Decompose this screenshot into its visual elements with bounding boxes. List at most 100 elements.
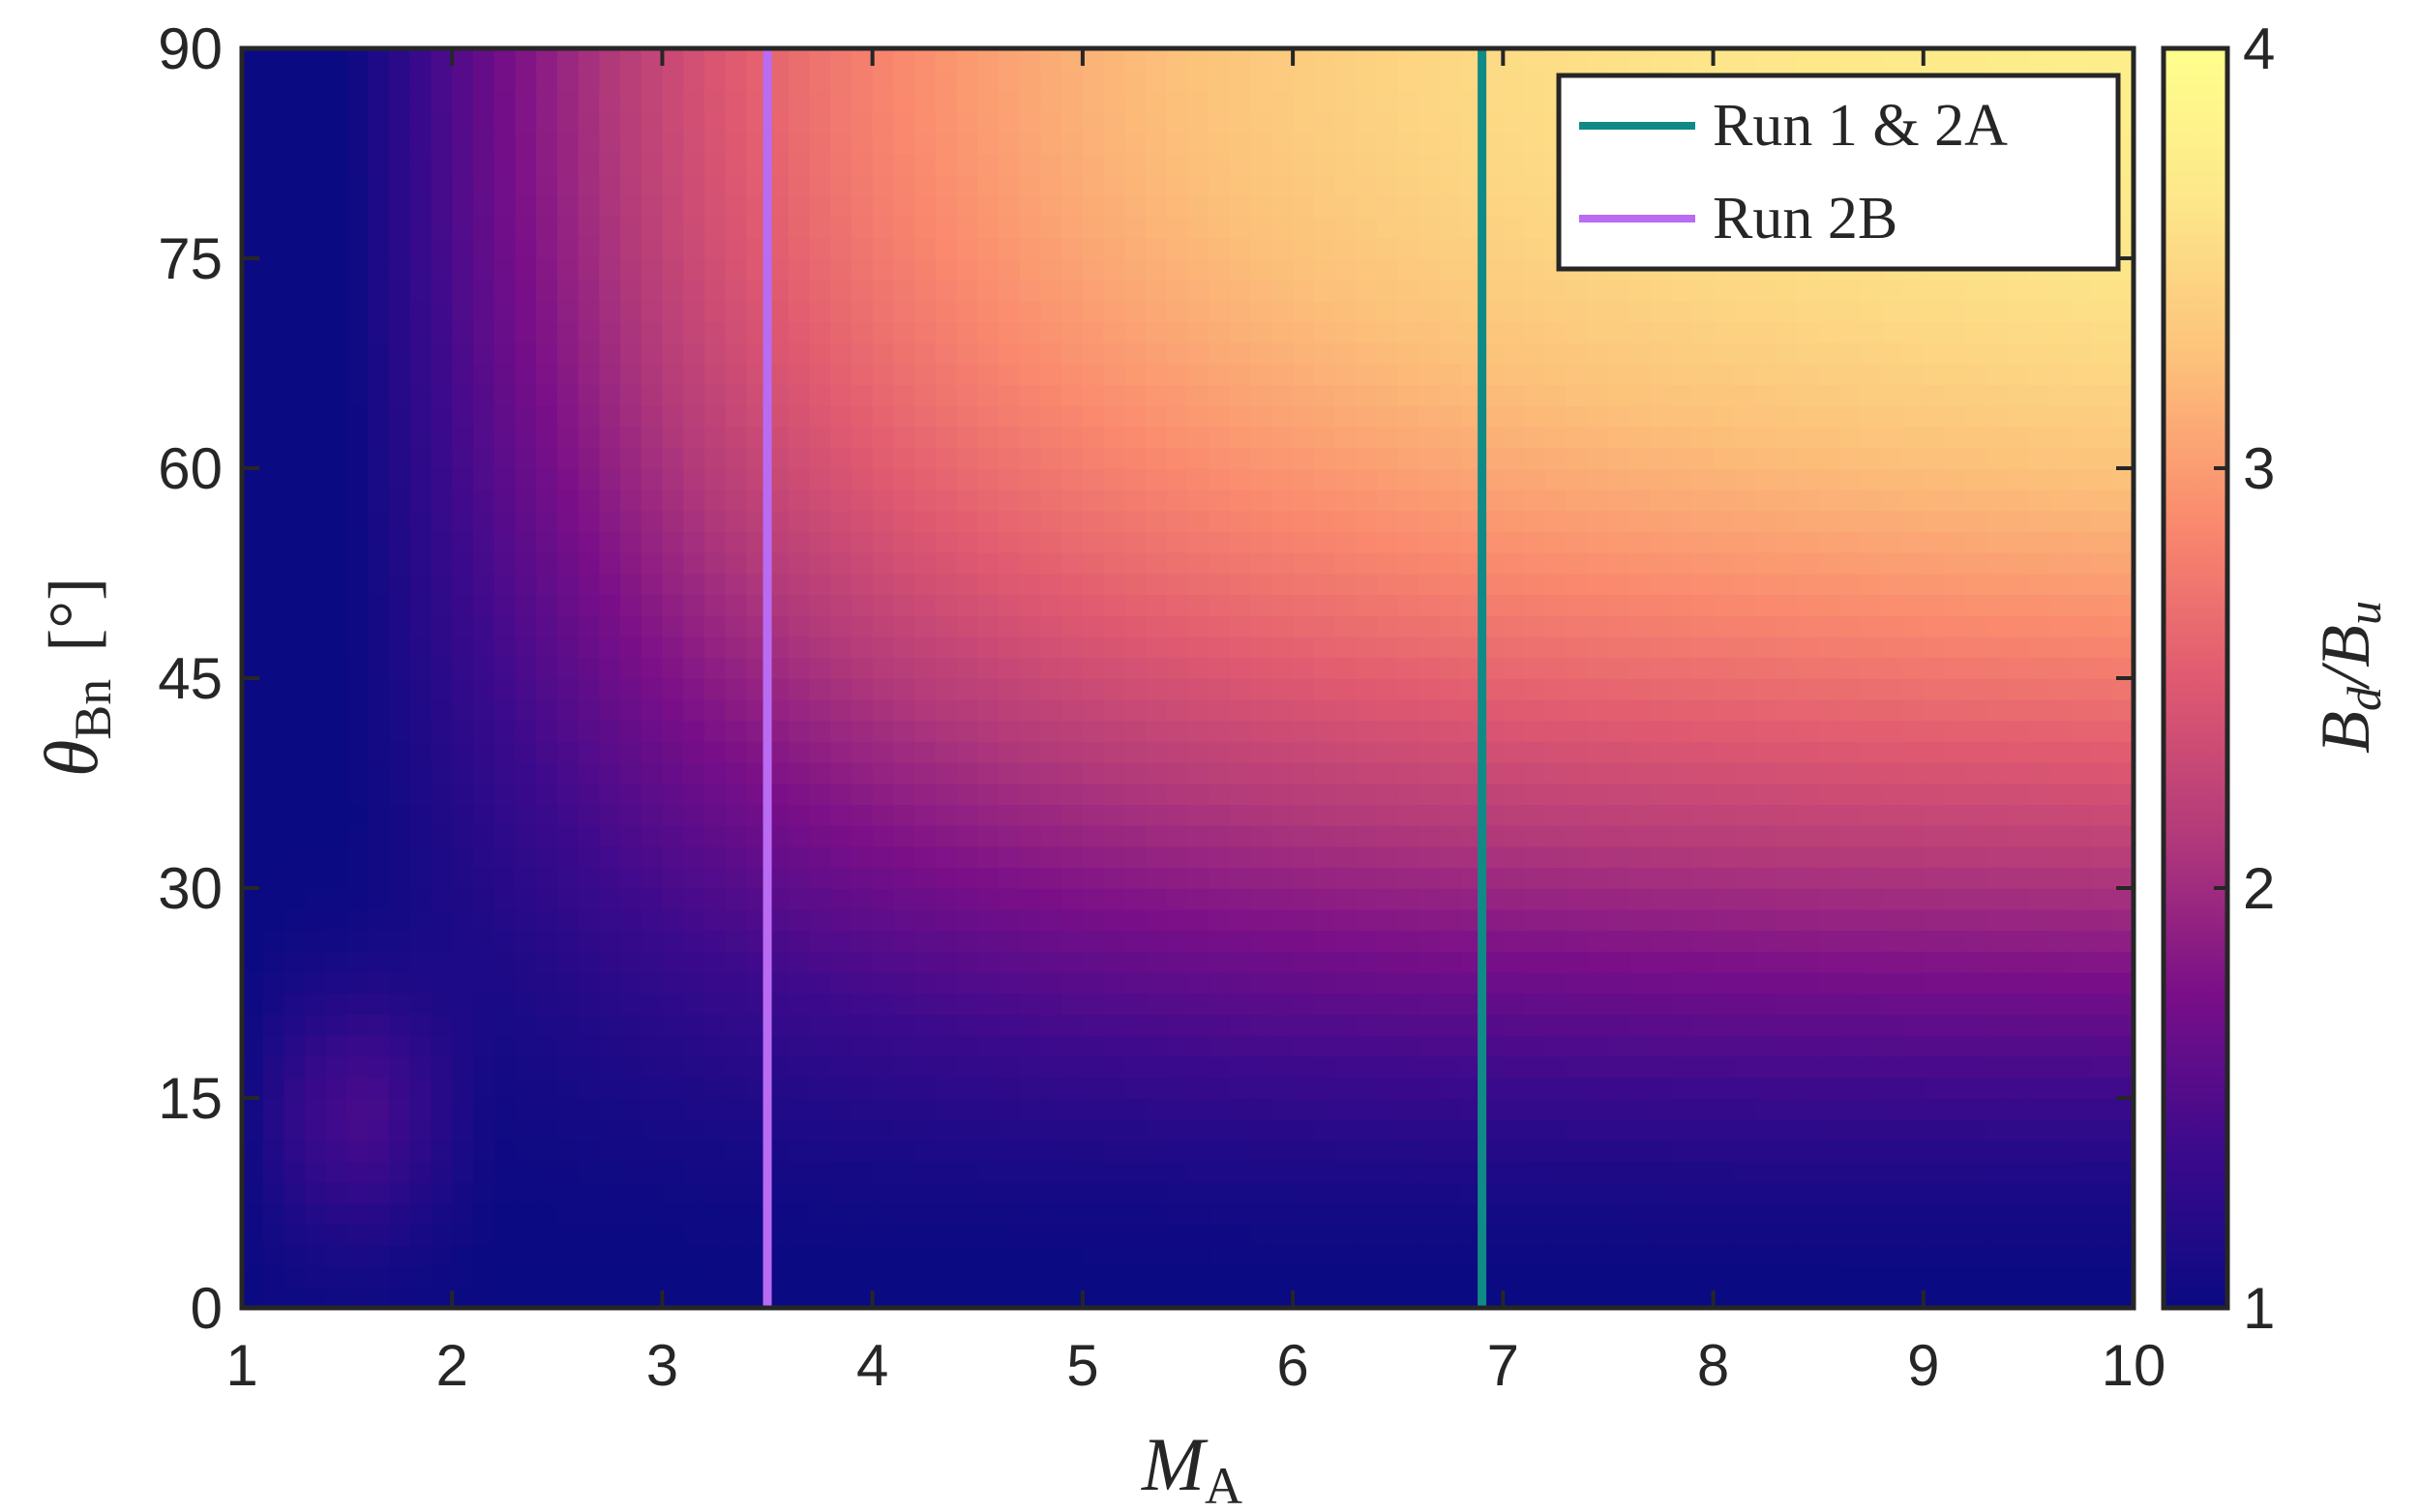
heatmap-cell <box>1397 993 1420 1015</box>
heatmap-cell <box>935 341 958 365</box>
heatmap-cell <box>914 951 937 973</box>
heatmap-cell <box>1797 783 1819 805</box>
heatmap-cell <box>536 698 558 722</box>
heatmap-cell <box>1923 1244 1946 1267</box>
heatmap-cell <box>683 678 705 700</box>
heatmap-cell <box>1229 510 1252 532</box>
heatmap-cell <box>1544 468 1568 490</box>
heatmap-cell <box>1460 783 1483 805</box>
heatmap-cell <box>1061 804 1084 826</box>
heatmap-cell <box>1965 636 1987 659</box>
heatmap-cell <box>515 468 537 490</box>
heatmap-cell <box>1544 720 1568 742</box>
heatmap-cell <box>599 741 621 763</box>
heatmap-cell <box>788 867 811 889</box>
heatmap-cell <box>1397 90 1420 112</box>
heatmap-cell <box>242 48 264 71</box>
heatmap-cell <box>935 761 958 785</box>
heatmap-cell <box>872 384 895 406</box>
heatmap-cell <box>1166 720 1189 742</box>
heatmap-cell <box>1313 237 1336 259</box>
heatmap-cell <box>242 741 264 763</box>
heatmap-cell <box>1440 783 1462 805</box>
heatmap-cell <box>662 1202 684 1225</box>
heatmap-cell <box>893 341 915 365</box>
heatmap-cell <box>977 741 1000 763</box>
heatmap-cell <box>1503 1224 1525 1246</box>
heatmap-cell <box>935 237 958 259</box>
heatmap-cell <box>1440 1034 1462 1057</box>
heatmap-cell <box>872 678 895 700</box>
heatmap-cell <box>1124 741 1147 763</box>
heatmap-cell <box>1902 341 1925 365</box>
heatmap-cell <box>284 720 306 742</box>
heatmap-cell <box>767 614 790 637</box>
heatmap-cell <box>1187 741 1210 763</box>
heatmap-cell <box>1397 69 1420 92</box>
heatmap-cell <box>935 300 958 322</box>
heatmap-cell <box>1250 531 1273 553</box>
heatmap-cell <box>578 761 601 785</box>
heatmap-cell <box>1944 783 1967 805</box>
heatmap-cell <box>368 1055 390 1079</box>
heatmap-cell <box>1061 1077 1084 1099</box>
heatmap-cell <box>1082 761 1105 785</box>
heatmap-cell <box>1124 1181 1147 1204</box>
heatmap-cell <box>262 720 285 742</box>
heatmap-cell <box>1691 867 1715 889</box>
heatmap-cell <box>620 573 642 595</box>
heatmap-cell <box>1818 636 1840 659</box>
heatmap-cell <box>788 510 811 532</box>
heatmap-cell <box>1986 1161 2009 1183</box>
heatmap-cell <box>788 1077 811 1099</box>
heatmap-cell <box>452 678 474 700</box>
heatmap-cell <box>578 132 601 155</box>
heatmap-cell <box>1397 573 1420 595</box>
heatmap-cell <box>1838 279 1862 302</box>
heatmap-cell <box>956 489 979 512</box>
heatmap-cell <box>767 551 790 575</box>
heatmap-cell <box>1566 510 1589 532</box>
heatmap-cell <box>703 1140 727 1162</box>
heatmap-cell <box>1838 1014 1862 1036</box>
heatmap-cell <box>872 1140 895 1162</box>
heatmap-cell <box>1944 447 1967 469</box>
heatmap-cell <box>1229 761 1252 785</box>
heatmap-cell <box>1460 468 1483 490</box>
heatmap-cell <box>683 573 705 595</box>
heatmap-cell <box>1440 1014 1462 1036</box>
heatmap-cell <box>1061 174 1084 196</box>
heatmap-cell <box>515 174 537 196</box>
heatmap-cell <box>1503 1034 1525 1057</box>
heatmap-cell <box>1313 48 1336 71</box>
heatmap-cell <box>1419 657 1441 679</box>
heatmap-cell <box>1691 1077 1715 1099</box>
heatmap-cell <box>893 971 915 994</box>
heatmap-cell <box>1566 468 1589 490</box>
heatmap-cell <box>1860 908 1883 932</box>
heatmap-cell <box>325 174 348 196</box>
heatmap-cell <box>1881 1287 1903 1308</box>
heatmap-cell <box>662 636 684 659</box>
heatmap-cell <box>683 1140 705 1162</box>
heatmap-cell <box>1713 783 1736 805</box>
heatmap-cell <box>1860 489 1883 512</box>
heatmap-cell <box>262 48 285 71</box>
heatmap-cell <box>1313 363 1336 385</box>
heatmap-cell <box>788 279 811 302</box>
heatmap-cell <box>305 1098 327 1120</box>
heatmap-cell <box>1250 468 1273 490</box>
heatmap-cell <box>1019 1140 1042 1162</box>
heatmap-cell <box>1797 279 1819 302</box>
heatmap-cell <box>977 951 1000 973</box>
heatmap-cell <box>242 573 264 595</box>
heatmap-cell <box>536 468 558 490</box>
heatmap-cell <box>1334 1014 1358 1036</box>
heatmap-cell <box>977 720 1000 742</box>
heatmap-cell <box>1818 594 1840 616</box>
heatmap-cell <box>1776 489 1799 512</box>
heatmap-cell <box>1587 1181 1609 1204</box>
heatmap-cell <box>578 1118 601 1141</box>
heatmap-cell <box>1860 678 1883 700</box>
heatmap-cell <box>1671 573 1693 595</box>
